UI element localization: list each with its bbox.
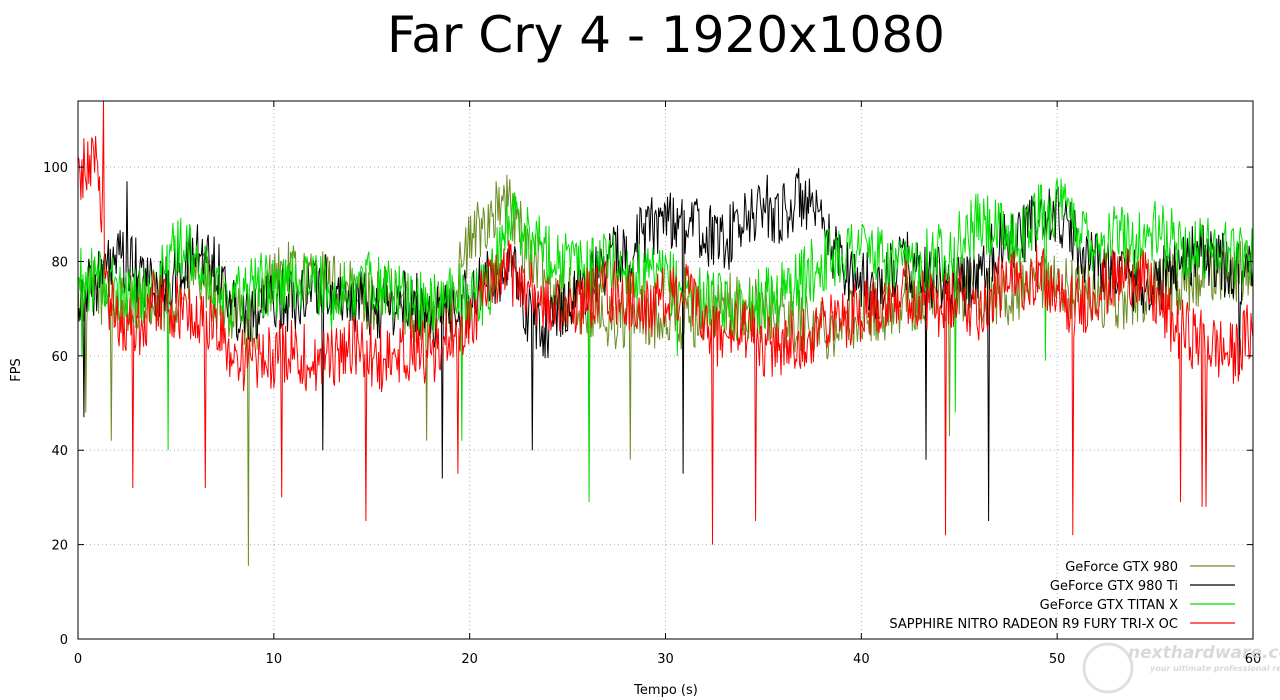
y-tick-label: 40 <box>51 444 68 459</box>
y-tick-label: 20 <box>51 539 68 554</box>
watermark-slogan: your ultimate professional resource <box>1150 664 1280 673</box>
y-tick-label: 60 <box>51 350 68 365</box>
y-axis-label: FPS <box>9 358 24 382</box>
x-axis-label: Tempo (s) <box>633 683 698 698</box>
legend-label-2: GeForce GTX TITAN X <box>1040 598 1178 613</box>
watermark-logo-icon <box>1082 642 1134 694</box>
legend-label-0: GeForce GTX 980 <box>1065 560 1178 575</box>
legend-label-3: SAPPHIRE NITRO RADEON R9 FURY TRI-X OC <box>889 617 1178 632</box>
x-tick-label: 0 <box>74 652 82 667</box>
x-tick-label: 50 <box>1049 652 1066 667</box>
x-tick-label: 20 <box>461 652 478 667</box>
legend-label-1: GeForce GTX 980 Ti <box>1050 579 1178 594</box>
series-line-2 <box>78 178 1253 503</box>
grid-lines <box>78 101 1253 639</box>
y-tick-label: 100 <box>43 161 68 176</box>
series-line-1 <box>78 168 1253 522</box>
y-tick-label: 0 <box>60 633 68 648</box>
watermark: nexthardware.com your ultimate professio… <box>1082 642 1280 694</box>
x-tick-label: 60 <box>1245 652 1262 667</box>
legend: GeForce GTX 980 GeForce GTX 980 Ti GeForce… <box>889 560 1235 632</box>
x-tick-label: 40 <box>853 652 870 667</box>
y-tick-label: 80 <box>51 255 68 270</box>
axis-ticks: 0 10 20 30 40 50 60 0 20 40 60 80 100 <box>43 101 1261 667</box>
watermark-brand: nexthardware.com <box>1128 643 1280 663</box>
series-line-3 <box>78 101 1253 545</box>
x-tick-label: 10 <box>266 652 283 667</box>
x-tick-label: 30 <box>657 652 674 667</box>
series-layer <box>78 101 1253 566</box>
chart-title: Far Cry 4 - 1920x1080 <box>387 6 945 64</box>
